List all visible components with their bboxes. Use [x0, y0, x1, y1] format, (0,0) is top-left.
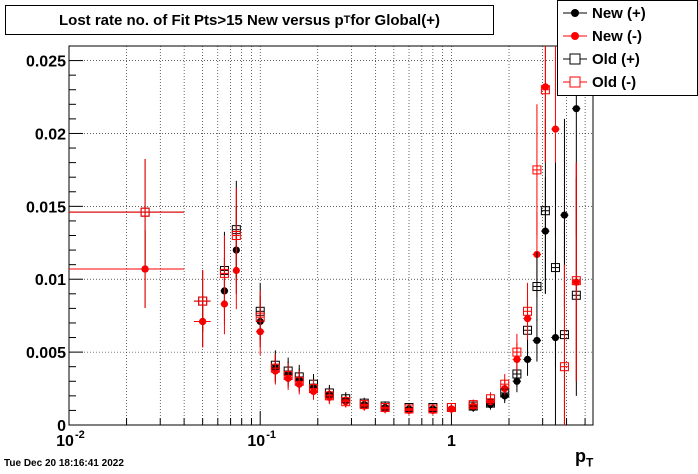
legend-marker-old-plus: [563, 53, 587, 65]
data-point: [485, 394, 495, 404]
data-point: [294, 376, 304, 386]
x-axis-label-text: p: [575, 446, 586, 466]
data-point: [571, 276, 581, 286]
data-point: [324, 391, 334, 401]
chart-title-suffix: for Global(+): [350, 11, 440, 29]
data-point: [140, 207, 150, 217]
x-tick-exponent: -2: [75, 429, 85, 441]
data-point: [231, 231, 241, 240]
data-point: [540, 206, 550, 216]
legend-label-new-minus: New (-): [592, 27, 642, 45]
y-tick-label: 0.01: [35, 272, 66, 289]
legend-label-old-plus: Old (+): [592, 50, 640, 68]
data-point: [540, 85, 550, 95]
data-point: [500, 379, 510, 389]
data-point: [380, 403, 390, 413]
x-tick-label: 10: [56, 433, 74, 450]
data-point: [468, 400, 478, 410]
legend: New (+) New (-) Old (+) Old (-): [557, 0, 698, 96]
data-point: [219, 268, 229, 278]
data-point: [446, 403, 456, 413]
x-axis-label: pT: [575, 446, 593, 470]
data-point: [255, 312, 265, 322]
data-point: [309, 384, 319, 394]
timestamp: Tue Dec 20 18:16:41 2022: [4, 458, 124, 469]
legend-marker-new-plus: [563, 9, 587, 17]
data-point: [523, 355, 532, 364]
chart-title-text: Lost rate no. of Fit Pts>15 New versus p: [59, 11, 344, 29]
data-point: [141, 265, 149, 273]
x-axis-label-sub: T: [586, 455, 594, 470]
data-point: [359, 400, 369, 410]
y-tick-label: 0: [57, 418, 66, 435]
x-tick-label: 10: [247, 433, 265, 450]
x-tick-exponent: -1: [266, 429, 276, 441]
legend-marker-new-minus: [563, 32, 587, 40]
y-tick-label: 0.005: [26, 345, 66, 362]
data-point: [559, 362, 569, 372]
data-point: [512, 347, 522, 357]
data-point: [428, 404, 438, 414]
legend-entry-new-plus: New (+): [558, 2, 698, 24]
data-point: [560, 211, 569, 219]
y-tick-label: 0.02: [35, 126, 66, 143]
data-point: [550, 263, 560, 273]
chart-title-sub: T: [343, 14, 351, 26]
data-point: [551, 125, 560, 133]
data-point: [283, 370, 293, 380]
legend-entry-old-minus: Old (-): [558, 71, 698, 93]
legend-label-new-plus: New (+): [592, 4, 646, 22]
data-point: [404, 404, 414, 414]
data-point: [572, 105, 580, 113]
plot-frame: [68, 45, 594, 426]
data-point: [198, 296, 208, 306]
data-point: [270, 363, 280, 373]
data-point: [533, 336, 541, 345]
y-tick-label: 0.025: [26, 54, 66, 71]
data-point: [523, 306, 533, 316]
legend-marker-old-minus: [563, 76, 587, 88]
legend-entry-new-minus: New (-): [558, 25, 698, 47]
chart-title: Lost rate no. of Fit Pts>15 New versus p…: [5, 5, 494, 35]
legend-label-old-minus: Old (-): [592, 73, 637, 91]
data-point: [532, 282, 542, 292]
legend-entry-old-plus: Old (+): [558, 48, 698, 70]
x-tick-label: 1: [447, 433, 456, 450]
data-point: [532, 165, 542, 175]
data-point: [341, 397, 351, 407]
y-tick-label: 0.015: [26, 199, 66, 216]
